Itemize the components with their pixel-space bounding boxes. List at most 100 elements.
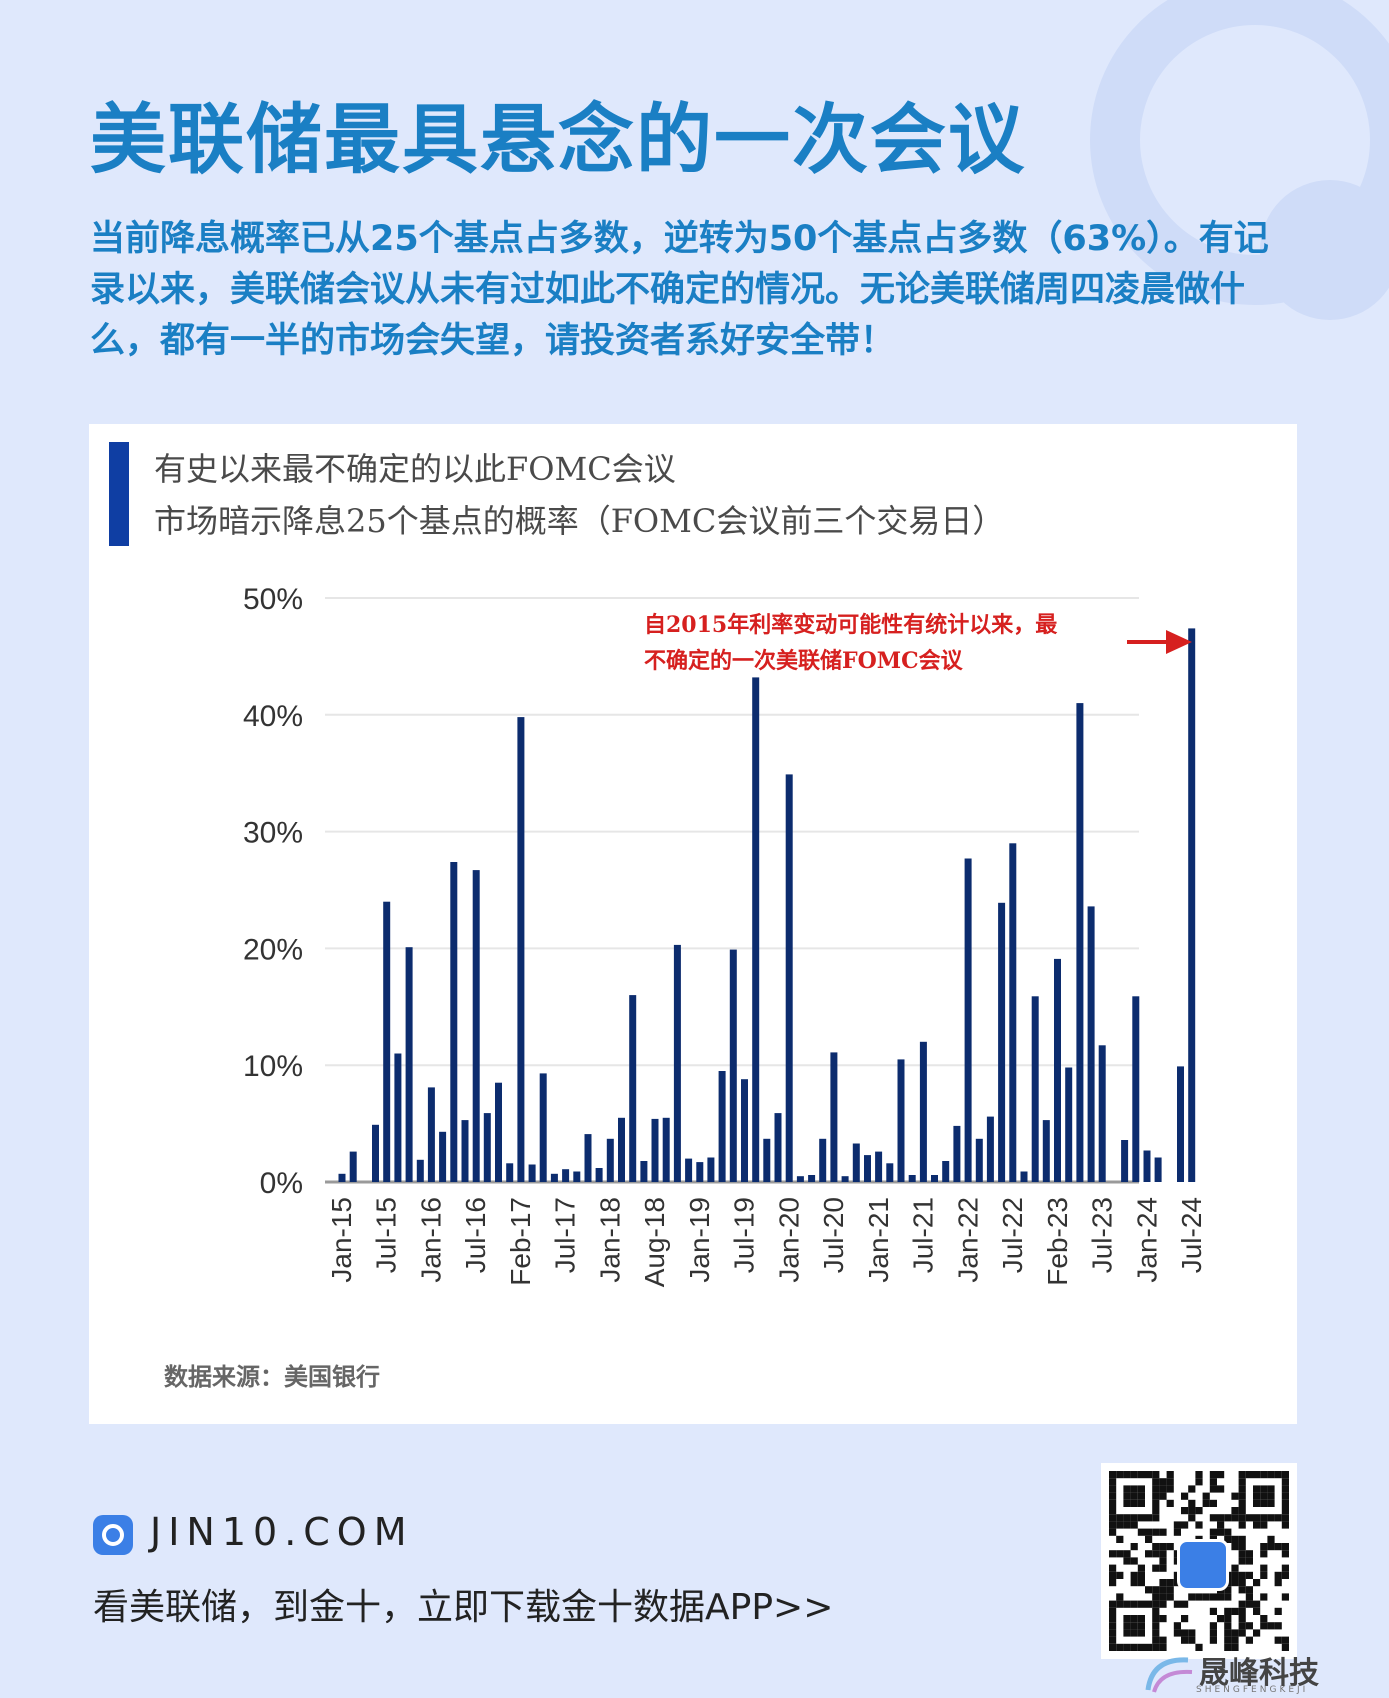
chart-bar	[1098, 1045, 1106, 1182]
qr-module	[1159, 1550, 1167, 1558]
qr-module	[1238, 1543, 1246, 1551]
qr-module	[1123, 1514, 1131, 1522]
chart-bar	[629, 995, 637, 1182]
footer-domain[interactable]: JIN10.COM	[150, 1510, 414, 1554]
qr-module	[1181, 1507, 1189, 1515]
chart-bar	[640, 1161, 648, 1182]
chart-bar	[975, 1138, 983, 1182]
qr-module	[1245, 1571, 1253, 1579]
qr-module	[1224, 1607, 1232, 1615]
qr-module	[1274, 1607, 1282, 1615]
qr-module	[1274, 1471, 1282, 1479]
qr-module	[1238, 1535, 1246, 1543]
qr-module	[1238, 1471, 1246, 1479]
qr-module	[1137, 1579, 1145, 1587]
qr-code[interactable]	[1101, 1463, 1297, 1659]
qr-module	[1109, 1528, 1117, 1536]
qr-module	[1159, 1492, 1167, 1500]
qr-module	[1217, 1528, 1225, 1536]
chart-bar	[998, 902, 1006, 1182]
qr-module	[1274, 1514, 1282, 1522]
qr-module	[1195, 1507, 1203, 1515]
bar-chart: 0% 10% 20% 30% 40% 50% Jan-15 Jul-15 Jan-16 Jul-…	[243, 583, 1207, 1287]
qr-module	[1209, 1485, 1217, 1493]
chart-bar	[729, 949, 737, 1182]
qr-module	[1238, 1622, 1246, 1630]
qr-module	[1137, 1528, 1145, 1536]
chart-bar	[707, 1157, 715, 1182]
x-tick-label: Jan-22	[952, 1197, 983, 1283]
qr-module	[1130, 1471, 1138, 1479]
qr-module	[1130, 1485, 1138, 1493]
qr-module	[1109, 1521, 1117, 1529]
qr-module	[1260, 1492, 1268, 1500]
qr-module	[1166, 1593, 1174, 1601]
qr-module	[1260, 1499, 1268, 1507]
annotation-arrow-icon	[1127, 630, 1192, 654]
qr-module	[1130, 1543, 1138, 1551]
download-cta[interactable]: 看美联储，到金十，立即下载金十数据APP>>	[93, 1587, 834, 1628]
qr-module	[1159, 1615, 1167, 1623]
qr-module	[1217, 1514, 1225, 1522]
qr-module	[1224, 1643, 1232, 1651]
qr-module	[1152, 1593, 1160, 1601]
chart-bar	[763, 1138, 771, 1182]
qr-module	[1109, 1564, 1117, 1572]
data-source: 数据来源：美国银行	[164, 1362, 380, 1391]
qr-module	[1145, 1471, 1153, 1479]
qr-module	[1224, 1514, 1232, 1522]
qr-module	[1238, 1499, 1246, 1507]
qr-module	[1109, 1607, 1117, 1615]
chart-bar	[1121, 1140, 1129, 1182]
qr-module	[1137, 1622, 1145, 1630]
qr-module	[1181, 1600, 1189, 1608]
qr-module	[1281, 1521, 1289, 1529]
qr-module	[1137, 1564, 1145, 1572]
qr-module	[1159, 1600, 1167, 1608]
qr-module	[1195, 1521, 1203, 1529]
qr-module	[1130, 1579, 1138, 1587]
chart-bar	[562, 1169, 570, 1182]
qr-module	[1137, 1492, 1145, 1500]
qr-module	[1224, 1528, 1232, 1536]
qr-module	[1260, 1571, 1268, 1579]
qr-module	[1109, 1507, 1117, 1515]
qr-module	[1209, 1629, 1217, 1637]
qr-module	[1181, 1521, 1189, 1529]
qr-module	[1238, 1550, 1246, 1558]
qr-module	[1123, 1499, 1131, 1507]
qr-module	[1130, 1514, 1138, 1522]
chart-bar	[618, 1117, 625, 1182]
qr-module	[1209, 1607, 1217, 1615]
qr-module	[1123, 1521, 1131, 1529]
qr-module	[1166, 1499, 1174, 1507]
chart-bar	[495, 1082, 502, 1182]
qr-module	[1281, 1636, 1289, 1644]
chart-bar	[741, 1079, 748, 1182]
qr-module	[1281, 1571, 1289, 1579]
qr-module	[1152, 1485, 1160, 1493]
qr-module	[1145, 1528, 1153, 1536]
qr-module	[1152, 1607, 1160, 1615]
page-subtitle: 当前降息概率已从25个基点占多数，逆转为50个基点占多数（63%）。有记录以来，…	[90, 219, 1269, 361]
y-tick-label: 0%	[260, 1167, 303, 1200]
qr-module	[1231, 1571, 1239, 1579]
qr-module	[1152, 1499, 1160, 1507]
y-tick-label: 50%	[243, 583, 303, 616]
qr-module	[1224, 1615, 1232, 1623]
qr-module	[1267, 1499, 1275, 1507]
qr-module	[1253, 1492, 1261, 1500]
x-tick-label: Jan-21	[863, 1197, 894, 1283]
chart-bar	[908, 1175, 916, 1182]
qr-module	[1224, 1535, 1232, 1543]
qr-module	[1231, 1514, 1239, 1522]
qr-module	[1245, 1600, 1253, 1608]
qr-module	[1224, 1586, 1232, 1594]
chart-bar	[1020, 1171, 1028, 1182]
qr-module	[1130, 1521, 1138, 1529]
qr-module	[1145, 1514, 1153, 1522]
chart-bar	[506, 1163, 514, 1182]
qr-module	[1152, 1543, 1160, 1551]
qr-module	[1116, 1535, 1124, 1543]
qr-module	[1217, 1521, 1225, 1529]
